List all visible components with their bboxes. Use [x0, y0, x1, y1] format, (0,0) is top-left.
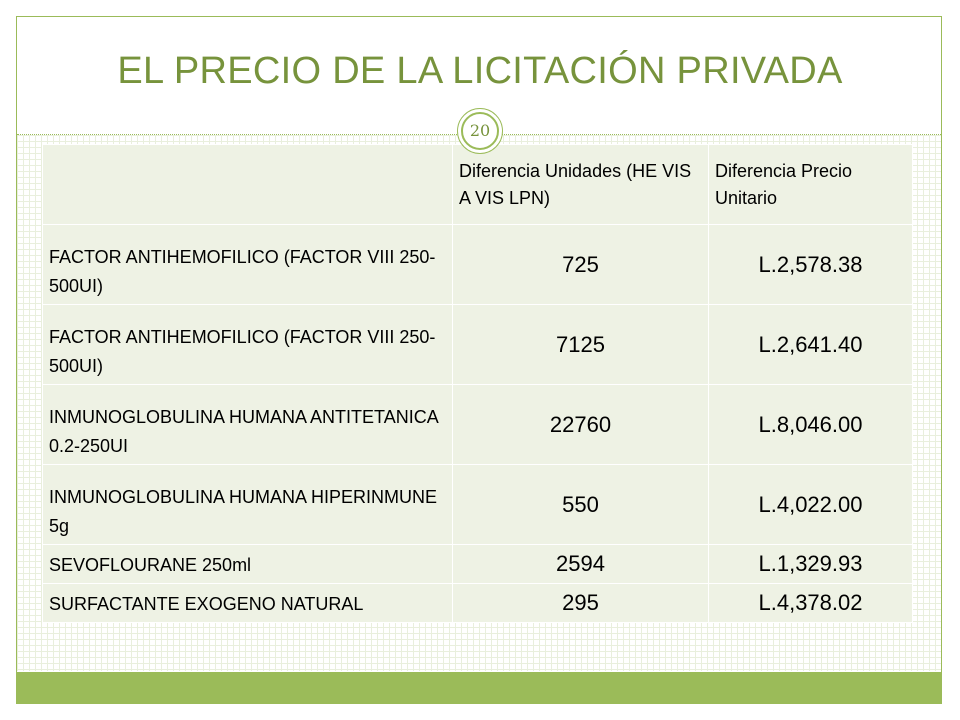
units-difference: 295 [452, 583, 709, 623]
table-header-row: Diferencia Unidades (HE VIS A VIS LPN) D… [42, 144, 913, 225]
product-name: INMUNOGLOBULINA HUMANA ANTITETANICA 0.2-… [42, 384, 453, 465]
units-difference: 2594 [452, 544, 709, 584]
price-difference: L.8,046.00 [708, 384, 913, 465]
units-difference: 550 [452, 464, 709, 545]
price-difference: L.4,378.02 [708, 583, 913, 623]
table-row: INMUNOGLOBULINA HUMANA ANTITETANICA 0.2-… [42, 384, 913, 465]
table-row: INMUNOGLOBULINA HUMANA HIPERINMUNE 5g 55… [42, 464, 913, 545]
price-difference: L.2,641.40 [708, 304, 913, 385]
product-name: FACTOR ANTIHEMOFILICO (FACTOR VIII 250-5… [42, 224, 453, 305]
table-row: SURFACTANTE EXOGENO NATURAL 295 L.4,378.… [42, 583, 913, 623]
product-name: SURFACTANTE EXOGENO NATURAL [42, 583, 453, 623]
product-name: SEVOFLOURANE 250ml [42, 544, 453, 584]
slide-title: EL PRECIO DE LA LICITACIÓN PRIVADA [117, 50, 843, 92]
units-difference: 22760 [452, 384, 709, 465]
page-number-badge: 20 [457, 108, 503, 154]
price-difference: L.4,022.00 [708, 464, 913, 545]
price-difference: L.1,329.93 [708, 544, 913, 584]
table-row: FACTOR ANTIHEMOFILICO (FACTOR VIII 250-5… [42, 224, 913, 305]
units-difference: 7125 [452, 304, 709, 385]
product-name: INMUNOGLOBULINA HUMANA HIPERINMUNE 5g [42, 464, 453, 545]
price-table: Diferencia Unidades (HE VIS A VIS LPN) D… [42, 144, 913, 623]
header-units-difference: Diferencia Unidades (HE VIS A VIS LPN) [452, 144, 709, 225]
header-unit-price-difference: Diferencia Precio Unitario [708, 144, 913, 225]
page-number: 20 [461, 112, 499, 150]
product-name: FACTOR ANTIHEMOFILICO (FACTOR VIII 250-5… [42, 304, 453, 385]
table-row: SEVOFLOURANE 250ml 2594 L.1,329.93 [42, 544, 913, 584]
footer-bar [17, 672, 941, 703]
slide-frame [16, 16, 942, 704]
price-difference: L.2,578.38 [708, 224, 913, 305]
table-row: FACTOR ANTIHEMOFILICO (FACTOR VIII 250-5… [42, 304, 913, 385]
units-difference: 725 [452, 224, 709, 305]
header-empty-cell [42, 144, 453, 225]
